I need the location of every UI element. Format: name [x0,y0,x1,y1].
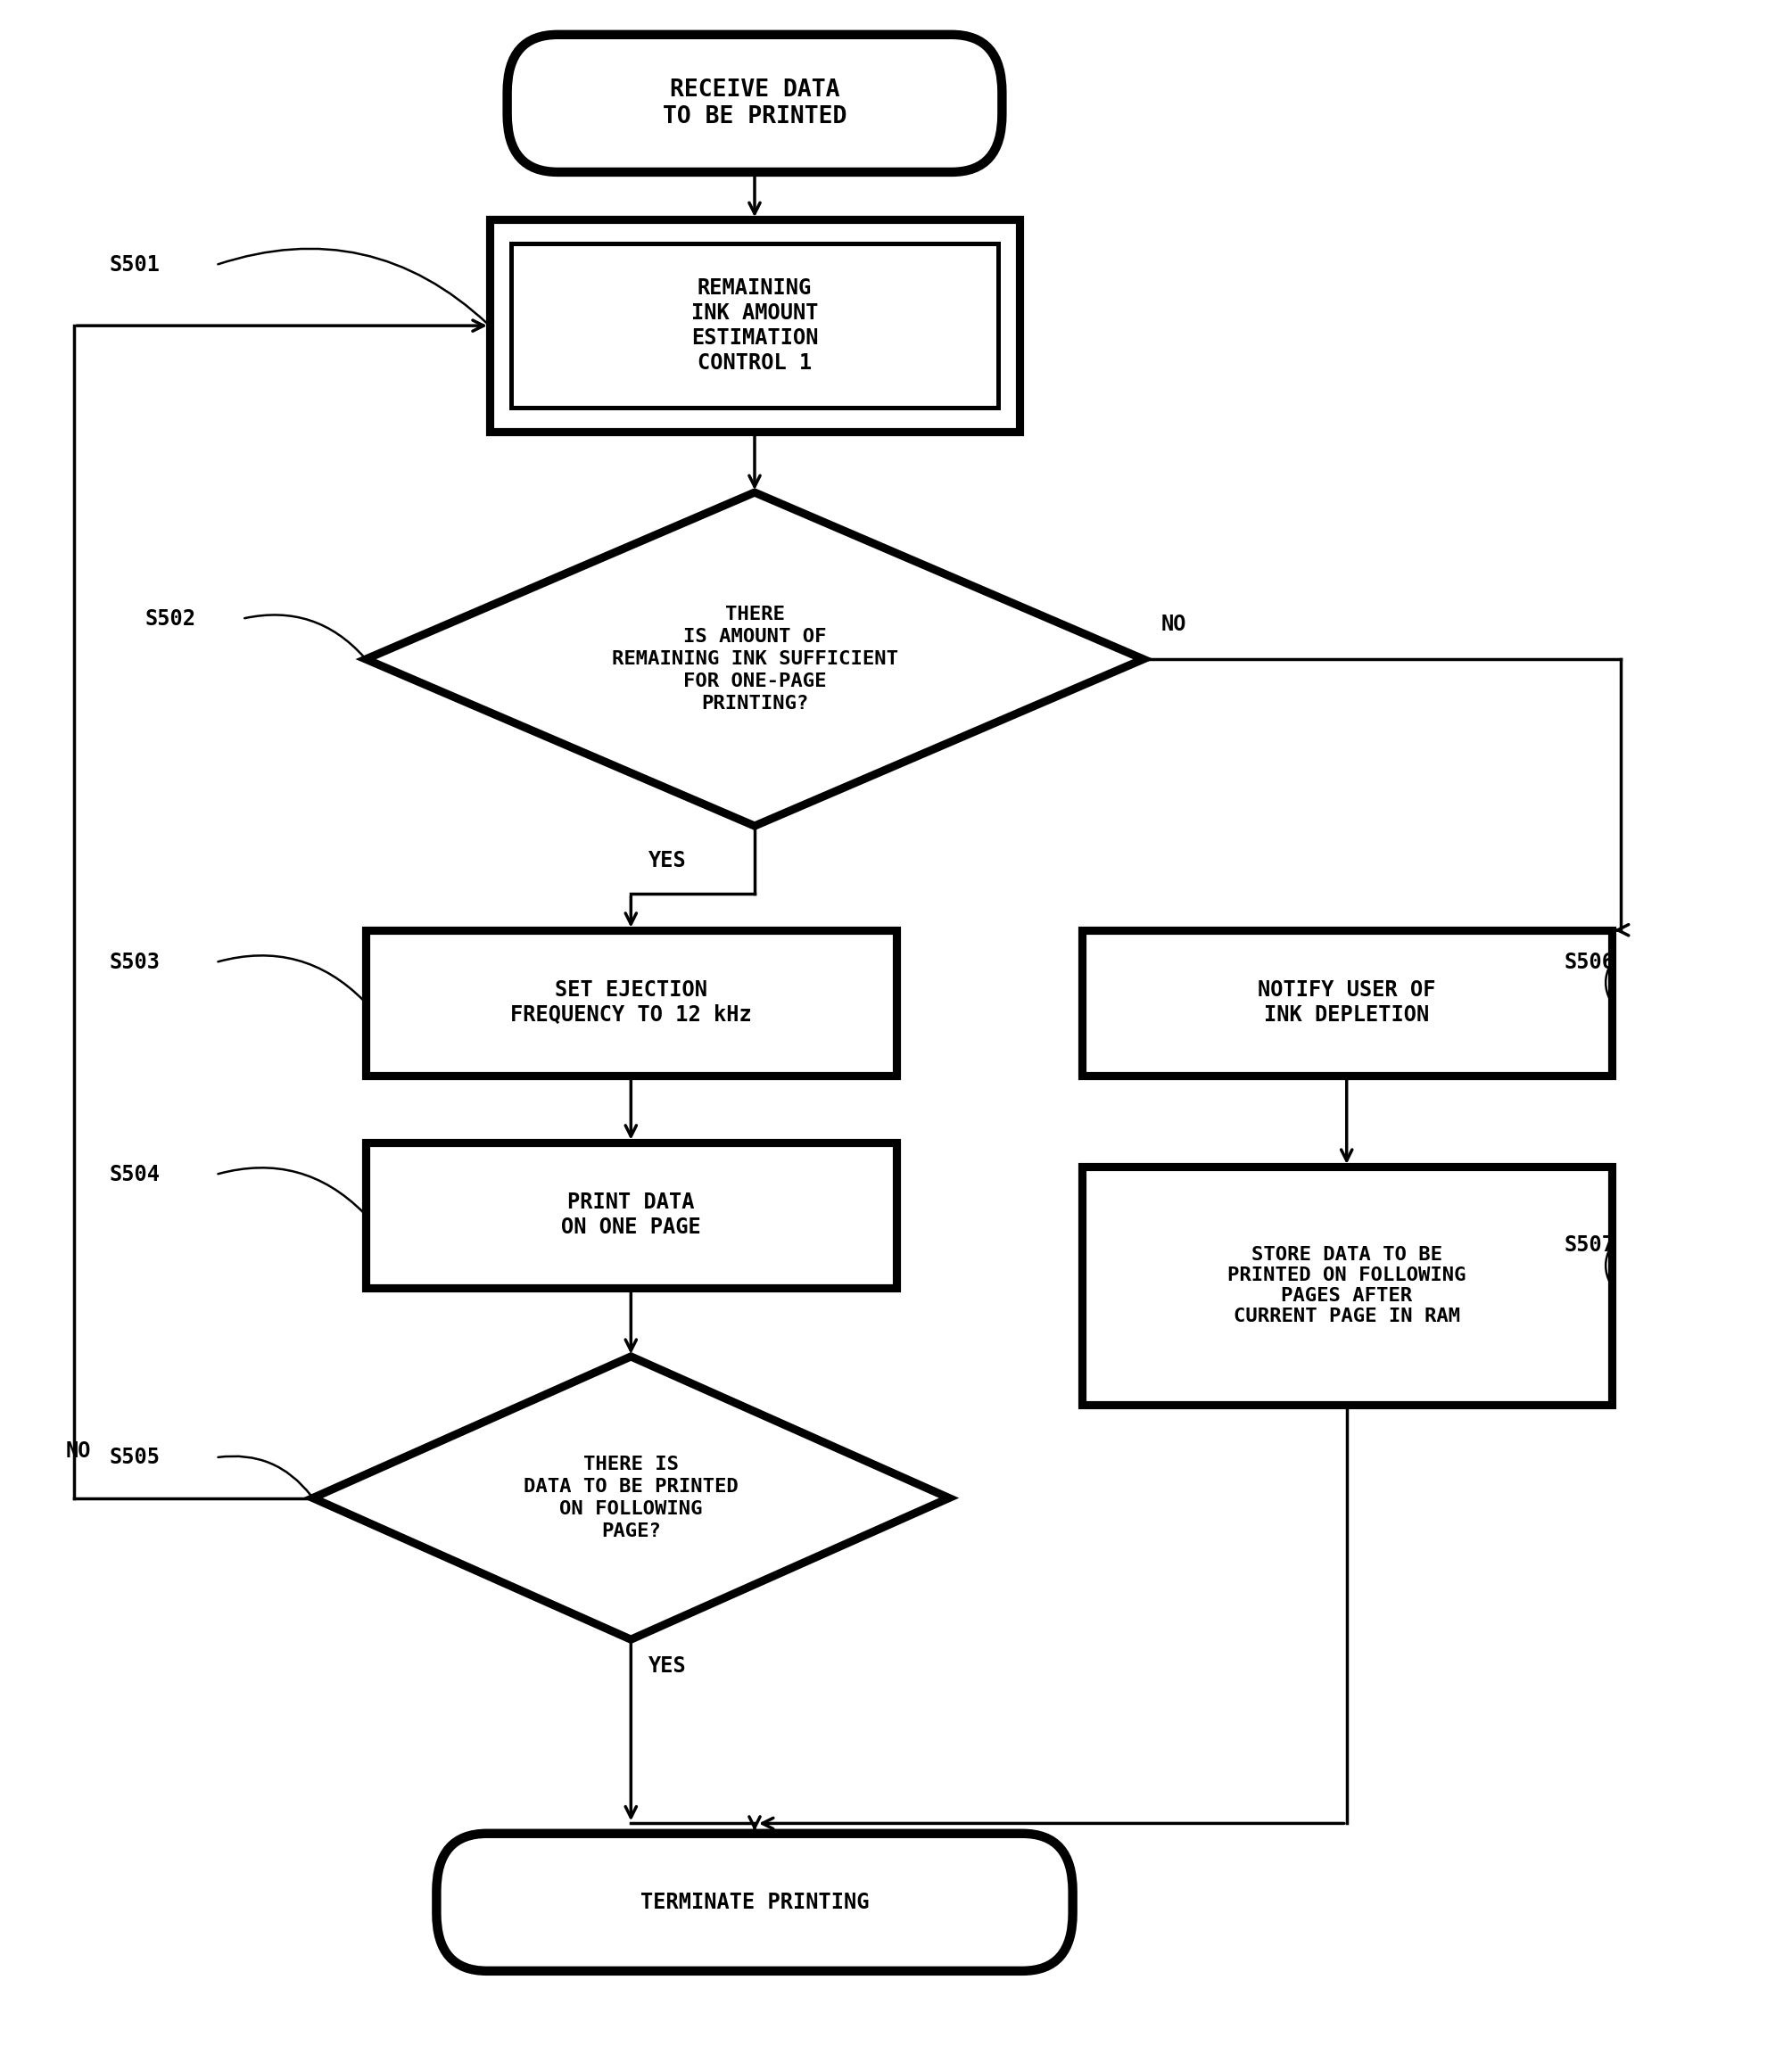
Text: PRINT DATA
ON ONE PAGE: PRINT DATA ON ONE PAGE [561,1193,701,1238]
FancyBboxPatch shape [507,35,1002,172]
Text: SET EJECTION
FREQUENCY TO 12 kHz: SET EJECTION FREQUENCY TO 12 kHz [511,980,751,1025]
Text: YES: YES [649,851,686,872]
Text: TERMINATE PRINTING: TERMINATE PRINTING [640,1893,869,1913]
Text: THERE
IS AMOUNT OF
REMAINING INK SUFFICIENT
FOR ONE-PAGE
PRINTING?: THERE IS AMOUNT OF REMAINING INK SUFFICI… [611,606,898,712]
Text: STORE DATA TO BE
PRINTED ON FOLLOWING
PAGES AFTER
CURRENT PAGE IN RAM: STORE DATA TO BE PRINTED ON FOLLOWING PA… [1228,1246,1466,1326]
Bar [489,219,1020,432]
FancyBboxPatch shape [437,1833,1073,1970]
Text: S502: S502 [145,608,195,630]
Text: S501: S501 [109,254,161,276]
Text: THERE IS
DATA TO BE PRINTED
ON FOLLOWING
PAGE?: THERE IS DATA TO BE PRINTED ON FOLLOWING… [523,1457,738,1541]
Text: S503: S503 [109,951,161,974]
Polygon shape [366,493,1143,827]
Bar [511,243,998,407]
Text: NO: NO [65,1440,91,1461]
Text: NOTIFY USER OF
INK DEPLETION: NOTIFY USER OF INK DEPLETION [1258,980,1435,1025]
Text: REMAINING
INK AMOUNT
ESTIMATION
CONTROL 1: REMAINING INK AMOUNT ESTIMATION CONTROL … [692,278,819,374]
Text: NO: NO [1161,614,1186,634]
Text: S505: S505 [109,1447,161,1469]
Text: S507: S507 [1564,1234,1615,1256]
Bar [366,931,896,1076]
Text: RECEIVE DATA
TO BE PRINTED: RECEIVE DATA TO BE PRINTED [663,78,846,129]
Text: S504: S504 [109,1164,161,1185]
Polygon shape [314,1356,950,1639]
Text: YES: YES [649,1655,686,1678]
Bar [1082,1166,1611,1406]
Bar [366,1142,896,1287]
Text: S506: S506 [1564,951,1615,974]
Bar [1082,931,1611,1076]
